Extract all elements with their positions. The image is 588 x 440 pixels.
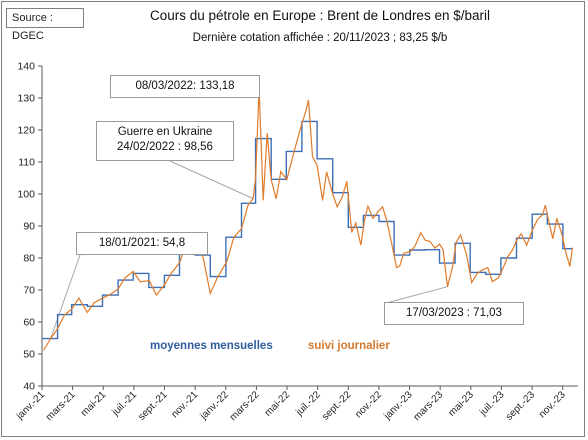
y-tick-label: 130 — [17, 93, 35, 105]
annotation-peak: 08/03/2022: 133,18 — [110, 75, 260, 98]
legend-daily-tracking: suivi journalier — [308, 340, 390, 352]
x-tick-label: mai-22 — [263, 389, 293, 419]
annotation-jan21: 18/01/2021: 54,8 — [76, 232, 208, 255]
x-tick-label: juil.-23 — [477, 389, 507, 419]
x-tick-label: sept.-23 — [504, 389, 538, 423]
annotation-ukraine-line1: Guerre en Ukraine — [117, 126, 213, 138]
x-tick-label: mai-23 — [447, 389, 477, 419]
annotation-ukraine-line2: 24/02/2022 : 98,56 — [117, 141, 213, 153]
x-tick-label: mars-23 — [412, 389, 446, 423]
series-daily-prices — [42, 87, 574, 351]
chart-subtitle: Dernière cotation affichée : 20/11/2023 … — [192, 32, 448, 44]
x-tick-label: janv.-21 — [14, 389, 47, 422]
y-tick-label: 60 — [23, 317, 35, 329]
x-tick-label: sept.-21 — [136, 389, 170, 423]
y-tick-label: 40 — [23, 381, 35, 393]
y-tick-label: 50 — [23, 349, 35, 361]
y-tick-label: 110 — [18, 157, 35, 169]
y-tick-labels: 40 50 60 70 80 90 100 110 120 130 140 — [17, 61, 42, 393]
x-tick-label: nov.-23 — [537, 389, 568, 420]
annotation-ukraine-war: Guerre en Ukraine 24/02/2022 : 98,56 — [96, 121, 234, 161]
x-tick-label: nov.-22 — [353, 389, 384, 420]
chart-title: Cours du pétrole en Europe : Brent de Lo… — [150, 8, 490, 23]
x-tick-label: mars-22 — [228, 389, 262, 423]
callout-lines — [50, 86, 448, 339]
y-tick-label: 120 — [17, 125, 35, 137]
mar23-leader-line — [385, 286, 448, 304]
y-tick-label: 90 — [23, 221, 35, 233]
x-tick-label: janv.-22 — [198, 389, 231, 422]
x-tick-label: mai-21 — [79, 389, 109, 419]
annotation-mar23: 17/03/2023 : 71,03 — [384, 302, 524, 325]
source-label: Source : DGEC — [6, 8, 84, 42]
y-tick-label: 80 — [23, 253, 35, 265]
y-tick-label: 140 — [17, 61, 35, 73]
y-tick-label: 100 — [17, 189, 35, 201]
x-tick-label: juil.-22 — [293, 389, 323, 419]
x-tick-label: mars-21 — [44, 389, 78, 423]
y-tick-label: 70 — [23, 285, 35, 297]
x-tick-label: nov.-21 — [169, 389, 200, 420]
x-tick-label: janv.-23 — [382, 389, 415, 422]
ukraine-leader-line — [169, 160, 254, 200]
legend-monthly-averages: moyennes mensuelles — [150, 340, 273, 352]
x-tick-label: juil.-21 — [110, 389, 140, 419]
x-tick-label: sept.-22 — [320, 389, 354, 423]
jan21-leader-line — [50, 254, 81, 339]
